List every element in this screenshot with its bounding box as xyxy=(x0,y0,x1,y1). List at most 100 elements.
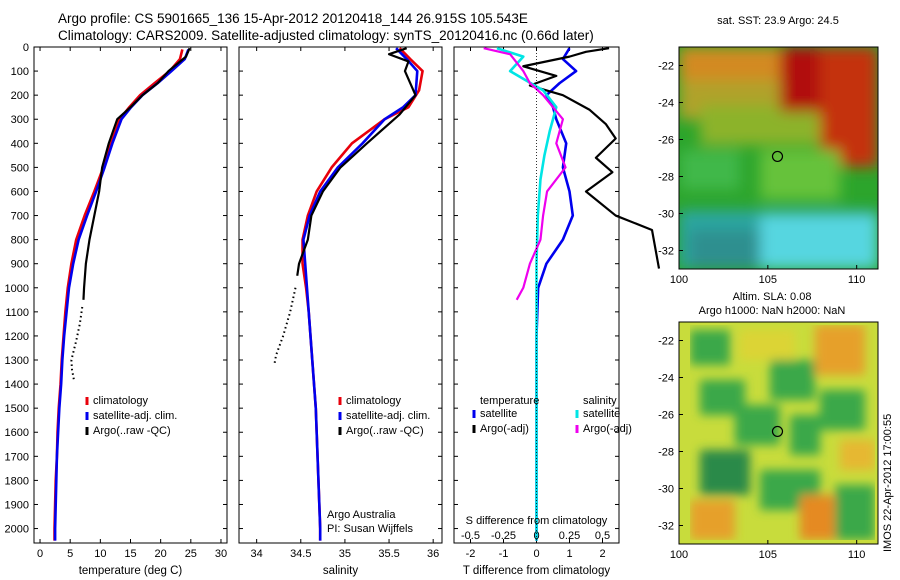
temperature-xlabel: temperature (deg C) xyxy=(79,565,183,577)
depth-tick-label: 300 xyxy=(11,114,29,126)
temperature-series-satelliteadjclim-line xyxy=(53,48,190,541)
depth-tick-label: 1000 xyxy=(5,283,29,295)
temperature-xtick-label: 30 xyxy=(215,548,227,560)
sla-lat-label: -32 xyxy=(658,521,674,533)
temperature-xtick-label: 20 xyxy=(155,548,167,560)
depth-tick-label: 0 xyxy=(23,42,29,54)
temperature-legend-label: Argo(..raw -QC) xyxy=(93,425,171,437)
diff-legend-label: satellite xyxy=(583,408,620,420)
temperature-xtick-label: 25 xyxy=(185,548,197,560)
salinity-diff-tick-label: 0.5 xyxy=(595,530,610,542)
difference-series-satellite-line xyxy=(496,46,558,541)
diff-legend-salinity-heading: salinity xyxy=(583,395,617,407)
difference-xlabel: T difference from climatology xyxy=(463,565,610,577)
temperature-panel-frame xyxy=(33,46,228,544)
salinity-panel-frame xyxy=(238,46,443,544)
salinity-diff-axis-label: S difference from climatology xyxy=(466,515,608,527)
timestamp: IMOS 22-Apr-2012 17:00:55 xyxy=(882,413,894,552)
temperature-xtick-label: 15 xyxy=(124,548,136,560)
depth-tick-label: 1600 xyxy=(5,427,29,439)
sst-lon-label: 110 xyxy=(848,274,866,286)
salinity-xtick-label: 34.5 xyxy=(290,548,311,560)
depth-tick-label: 1300 xyxy=(5,355,29,367)
salinity-series-argorawqc-line xyxy=(296,47,417,276)
salinity-xlabel: salinity xyxy=(323,565,358,577)
depth-tick-label: 200 xyxy=(11,90,29,102)
sst-argo-marker[interactable] xyxy=(771,150,784,163)
depth-tick-label: 500 xyxy=(11,162,29,174)
depth-tick-label: 1100 xyxy=(5,307,29,319)
depth-tick-label: 1700 xyxy=(5,451,29,463)
sla-lon-label: 100 xyxy=(670,549,688,561)
depth-tick-label: 2000 xyxy=(5,524,29,536)
sst-lat-label: -30 xyxy=(658,209,674,221)
difference-xtick-label: -1 xyxy=(499,548,509,560)
depth-tick-label: 1800 xyxy=(5,475,29,487)
diff-legend-label: Argo(-adj) xyxy=(583,423,632,435)
sla-lat-label: -22 xyxy=(658,336,674,348)
sla-lon-label: 110 xyxy=(848,549,866,561)
salinity-argo-raw-dots xyxy=(273,287,297,366)
depth-tick-label: 900 xyxy=(11,259,29,271)
salinity-legend-label: climatology xyxy=(346,395,402,407)
sst-lon-label: 100 xyxy=(670,274,688,286)
sst-lat-label: -24 xyxy=(658,98,674,110)
sst-map-title: sat. SST: 23.9 Argo: 24.5 xyxy=(717,15,839,27)
pi-annotation: PI: Susan Wijffels xyxy=(327,523,413,535)
salinity-diff-tick-label: -0.5 xyxy=(461,530,480,542)
sst-map xyxy=(679,47,878,269)
sst-map-frame xyxy=(678,46,879,270)
depth-tick-label: 400 xyxy=(11,138,29,150)
salinity-xtick-label: 34 xyxy=(251,548,263,560)
sst-lat-label: -22 xyxy=(658,61,674,73)
profile-title: Argo profile: CS 5901665_136 15-Apr-2012… xyxy=(58,11,528,26)
depth-tick-label: 800 xyxy=(11,235,29,247)
sst-lat-label: -32 xyxy=(658,246,674,258)
pi-annotation: Argo Australia xyxy=(327,509,396,521)
temperature-xtick-label: 10 xyxy=(94,548,106,560)
diff-legend-label: satellite xyxy=(480,408,517,420)
salinity-diff-tick-label: 0 xyxy=(533,530,539,542)
depth-tick-label: 700 xyxy=(11,211,29,223)
salinity-diff-tick-label: 0.25 xyxy=(559,530,580,542)
temperature-series-argorawqc-line xyxy=(82,47,191,300)
difference-series-argoadj-line xyxy=(483,47,567,301)
sla-lat-label: -26 xyxy=(658,410,674,422)
temperature-legend-label: climatology xyxy=(93,395,149,407)
difference-series-argoadj-line xyxy=(522,47,661,269)
temperature-xtick-label: 0 xyxy=(37,548,43,560)
salinity-legend-label: satellite-adj. clim. xyxy=(346,410,430,422)
sla-map-title-1: Altim. SLA: 0.08 xyxy=(733,291,812,303)
temperature-xtick-label: 5 xyxy=(67,548,73,560)
difference-xtick-label: 1 xyxy=(566,548,572,560)
sst-lat-label: -28 xyxy=(658,172,674,184)
sla-argo-marker[interactable] xyxy=(771,425,784,438)
sla-lat-label: -30 xyxy=(658,484,674,496)
climatology-subtitle: Climatology: CARS2009. Satellite-adjuste… xyxy=(58,28,594,43)
difference-xtick-label: 2 xyxy=(599,548,605,560)
sla-lat-label: -24 xyxy=(658,373,674,385)
salinity-xtick-label: 35.5 xyxy=(378,548,399,560)
depth-tick-label: 1900 xyxy=(5,499,29,511)
depth-tick-label: 600 xyxy=(11,186,29,198)
diff-legend-label: Argo(-adj) xyxy=(480,423,529,435)
sla-map-frame xyxy=(678,321,879,545)
salinity-series-climatology-line xyxy=(301,47,424,541)
temperature-argo-raw-dots xyxy=(70,306,84,380)
temperature-legend-label: satellite-adj. clim. xyxy=(93,410,177,422)
sla-map-title-2: Argo h1000: NaN h2000: NaN xyxy=(699,305,846,317)
depth-tick-label: 1400 xyxy=(5,379,29,391)
diff-legend-temperature-heading: temperature xyxy=(480,395,539,407)
difference-xtick-label: 0 xyxy=(533,548,539,560)
difference-series-satellite-line xyxy=(535,47,578,541)
depth-tick-label: 1500 xyxy=(5,403,29,415)
salinity-diff-tick-label: -0.25 xyxy=(491,530,516,542)
salinity-series-satelliteadjclim-line xyxy=(302,47,419,541)
sla-lat-label: -28 xyxy=(658,447,674,459)
sst-lat-label: -26 xyxy=(658,135,674,147)
temperature-series-climatology-line xyxy=(53,49,184,541)
salinity-xtick-label: 35 xyxy=(339,548,351,560)
sla-map xyxy=(679,322,878,544)
salinity-legend-label: Argo(..raw -QC) xyxy=(346,425,424,437)
